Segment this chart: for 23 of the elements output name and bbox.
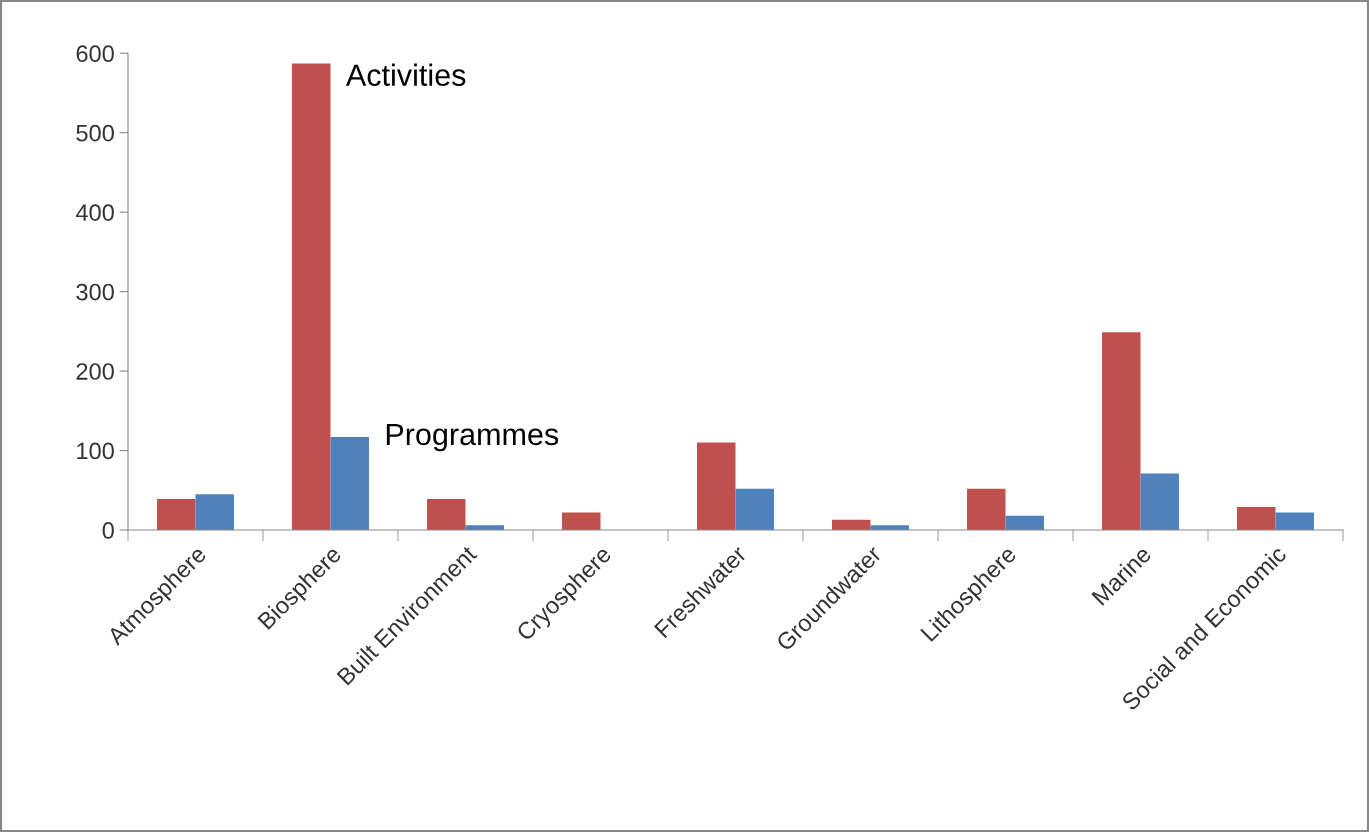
y-tick-label: 600: [76, 45, 114, 63]
bar: [1140, 473, 1179, 530]
bar: [292, 63, 331, 530]
y-tick-label: 400: [75, 204, 114, 221]
bar: [697, 442, 736, 530]
y-tick-label: 300: [76, 283, 114, 301]
bar: [330, 437, 369, 530]
bar: [427, 499, 466, 530]
bar: [562, 512, 601, 530]
bar: [735, 488, 774, 530]
y-tick-label: 500: [76, 124, 114, 142]
y-tick-label: 200: [76, 363, 114, 380]
series-label: Programmes: [386, 423, 559, 452]
y-tick-label: 0: [102, 522, 114, 539]
bar: [1237, 506, 1276, 530]
bar: [1005, 515, 1044, 530]
bar: [1275, 512, 1314, 530]
series-label: Activities: [345, 63, 466, 87]
bar: [157, 499, 196, 530]
bar: [967, 488, 1006, 530]
bar: [1102, 332, 1141, 530]
y-tick-label: 100: [77, 442, 114, 460]
bar: [195, 494, 234, 530]
